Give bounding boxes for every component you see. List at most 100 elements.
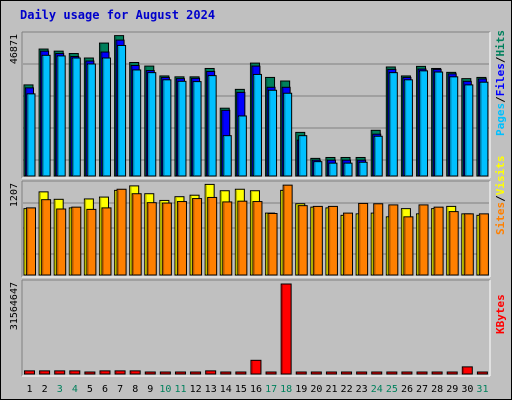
mid-sites-bar — [388, 204, 399, 276]
top-pages-bar — [358, 161, 368, 177]
bottom-kbytes-bar — [159, 371, 171, 375]
day-label: 28 — [431, 384, 443, 395]
bottom-kbytes-bar — [24, 370, 35, 375]
day-label: 7 — [117, 384, 123, 395]
bottom-kbytes-bar — [39, 370, 51, 375]
chart-title: Daily usage for August 2024 — [20, 8, 216, 22]
bottom-kbytes-bar — [461, 366, 473, 375]
bottom-kbytes-bar — [416, 371, 428, 375]
legend-sites: Sites — [494, 202, 507, 235]
top-pages-bar — [343, 162, 353, 177]
day-label: 11 — [174, 384, 186, 395]
day-label: 31 — [476, 384, 488, 395]
mid-sites-bar — [116, 188, 127, 276]
bottom-kbytes-bar — [401, 371, 413, 375]
mid-sites-bar — [327, 205, 338, 276]
bottom-kbytes-bar — [265, 371, 277, 375]
day-label: 3 — [57, 384, 63, 395]
top-pages-bar — [388, 72, 398, 177]
bottom-kbytes-bar — [174, 371, 186, 375]
top-pages-bar — [207, 75, 217, 177]
day-label: 12 — [190, 384, 202, 395]
mid-legend: Sites/Visits — [494, 156, 507, 236]
mid-sites-bar — [176, 201, 187, 276]
bottom-kbytes-bar — [235, 371, 247, 375]
day-label: 5 — [87, 384, 93, 395]
legend-pages: Pages — [494, 103, 507, 136]
legend-kbytes: KBytes — [494, 294, 507, 334]
bottom-kbytes-bar — [431, 371, 443, 375]
bottom-kbytes-bar — [144, 371, 156, 375]
top-pages-bar — [86, 63, 96, 177]
day-label: 13 — [205, 384, 217, 395]
top-max-label: 46871 — [9, 34, 20, 64]
mid-sites-bar — [433, 206, 444, 276]
top-pages-bar — [464, 84, 474, 177]
mid-sites-bar — [297, 205, 308, 276]
mid-sites-bar — [56, 208, 67, 276]
bottom-kbytes-bar — [310, 371, 322, 375]
bottom-kbytes-bar — [341, 371, 353, 375]
mid-sites-bar — [192, 198, 203, 276]
top-pages-bar — [268, 89, 278, 177]
mid-sites-bar — [161, 202, 172, 276]
day-label: 29 — [446, 384, 458, 395]
legend-separator: / — [494, 56, 507, 63]
top-pages-bar — [449, 76, 459, 177]
mid-sites-bar — [26, 207, 36, 276]
day-label: 27 — [416, 384, 428, 395]
bottom-kbytes-bar — [54, 370, 66, 375]
legend-files: Files — [494, 63, 507, 96]
top-pages-bar — [434, 71, 444, 177]
bottom-kbytes-bar — [129, 370, 141, 375]
day-label: 10 — [159, 384, 171, 395]
top-pages-bar — [419, 70, 429, 177]
mid-sites-bar — [403, 216, 414, 276]
top-pages-bar — [71, 57, 81, 177]
top-legend: Pages/Files/Hits — [494, 30, 507, 136]
day-label: 22 — [341, 384, 353, 395]
top-pages-bar — [373, 135, 383, 177]
top-pages-bar — [479, 81, 489, 177]
mid-sites-bar — [373, 203, 384, 276]
top-pages-bar — [177, 80, 187, 177]
top-pages-bar — [56, 55, 66, 177]
day-label: 26 — [401, 384, 413, 395]
day-label: 6 — [102, 384, 108, 395]
day-label: 15 — [235, 384, 247, 395]
top-pages-bar — [162, 79, 172, 177]
top-pages-bar — [328, 162, 338, 177]
top-pages-bar — [403, 79, 413, 177]
day-label: 14 — [220, 384, 232, 395]
bottom-kbytes-bar — [356, 371, 368, 375]
bottom-kbytes-bar — [220, 371, 232, 375]
mid-sites-bar — [222, 201, 233, 276]
day-label: 19 — [295, 384, 307, 395]
day-label: 20 — [310, 384, 322, 395]
mid-sites-bar — [207, 196, 218, 276]
mid-sites-bar — [478, 213, 489, 276]
bottom-kbytes-bar — [250, 359, 262, 375]
mid-sites-bar — [86, 208, 97, 276]
top-pages-bar — [283, 92, 293, 177]
bottom-kbytes-bar — [280, 283, 292, 375]
legend-separator: / — [494, 96, 507, 103]
bottom-kbytes-bar — [325, 371, 337, 375]
top-pages-bar — [313, 161, 323, 177]
mid-sites-bar — [282, 184, 293, 276]
day-label: 25 — [386, 384, 398, 395]
mid-sites-bar — [358, 202, 369, 276]
bottom-legend: KBytes — [494, 294, 507, 334]
mid-sites-bar — [343, 212, 354, 276]
mid-sites-bar — [418, 204, 429, 276]
bottom-kbytes-bar — [476, 371, 488, 375]
day-label: 30 — [461, 384, 473, 395]
top-pages-bar — [101, 57, 111, 177]
mid-sites-bar — [312, 205, 323, 276]
mid-sites-bar — [41, 199, 52, 276]
top-pages-bar — [117, 44, 127, 177]
bottom-kbytes-bar — [99, 370, 111, 375]
mid-sites-bar — [71, 206, 82, 276]
bottom-kbytes-bar — [205, 370, 217, 375]
